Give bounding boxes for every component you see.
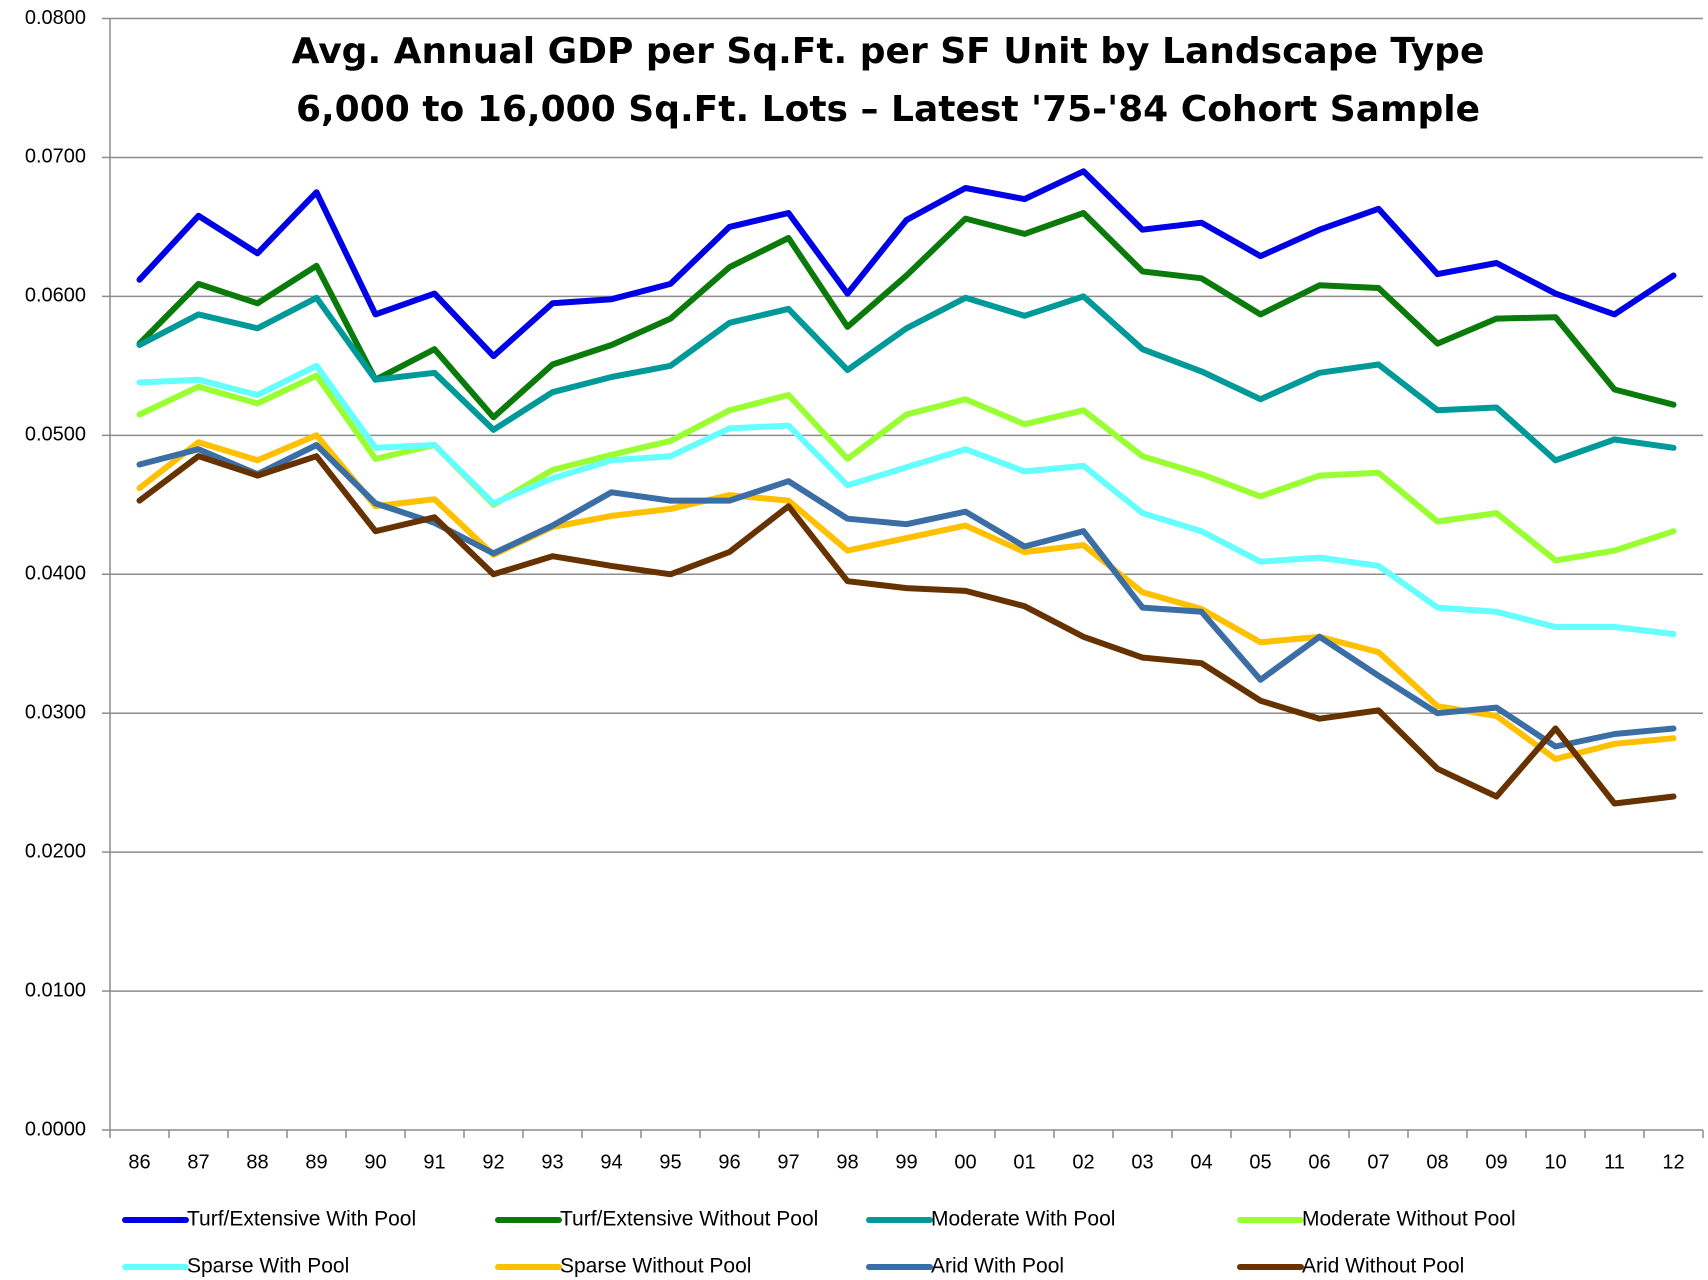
x-tick-label: 09 (1485, 1151, 1507, 1173)
legend-label: Moderate With Pool (931, 1208, 1115, 1231)
y-tick-label: 0.0400 (25, 563, 86, 585)
x-tick-label: 05 (1249, 1151, 1271, 1173)
x-tick-label: 03 (1131, 1151, 1153, 1173)
legend-label: Moderate Without Pool (1302, 1208, 1516, 1231)
legend-label: Sparse Without Pool (560, 1255, 751, 1278)
y-tick-label: 0.0800 (25, 7, 86, 29)
x-tick-label: 02 (1072, 1151, 1094, 1173)
x-tick-label: 04 (1190, 1151, 1212, 1173)
series-line (136, 293, 1677, 464)
y-tick-label: 0.0600 (25, 285, 86, 307)
y-tick-label: 0.0200 (25, 840, 86, 862)
series-line (136, 432, 1677, 762)
x-tick-label: 99 (895, 1151, 917, 1173)
x-tick-label: 92 (482, 1151, 504, 1173)
x-tick-label: 94 (600, 1151, 622, 1173)
y-tick-label: 0.0700 (25, 146, 86, 168)
x-tick-label: 95 (659, 1151, 681, 1173)
x-tick-label: 91 (423, 1151, 445, 1173)
series-line (136, 168, 1677, 360)
x-tick-label: 01 (1013, 1151, 1035, 1173)
x-tick-label: 89 (305, 1151, 327, 1173)
chart-subtitle: 6,000 to 16,000 Sq.Ft. Lots – Latest '75… (296, 89, 1480, 130)
chart-title: Avg. Annual GDP per Sq.Ft. per SF Unit b… (292, 31, 1485, 72)
y-tick-label: 0.0100 (25, 979, 86, 1001)
x-tick-label: 10 (1544, 1151, 1566, 1173)
series-line (136, 372, 1677, 564)
x-tick-label: 00 (954, 1151, 976, 1173)
x-tick-label: 06 (1308, 1151, 1330, 1173)
x-tick-label: 90 (364, 1151, 386, 1173)
legend-label: Arid With Pool (931, 1255, 1064, 1278)
x-tick-label: 86 (128, 1151, 150, 1173)
series-line (136, 453, 1677, 807)
y-tick-label: 0.0300 (25, 701, 86, 723)
x-tick-label: 88 (246, 1151, 268, 1173)
y-tick-label: 0.0500 (25, 424, 86, 446)
x-tick-label: 93 (541, 1151, 563, 1173)
x-tick-label: 96 (718, 1151, 740, 1173)
x-tick-label: 12 (1662, 1151, 1684, 1173)
legend-label: Sparse With Pool (187, 1255, 349, 1278)
x-tick-label: 97 (777, 1151, 799, 1173)
series-line (136, 442, 1677, 750)
x-tick-label: 87 (187, 1151, 209, 1173)
x-tick-label: 08 (1426, 1151, 1448, 1173)
x-tick-label: 98 (836, 1151, 858, 1173)
legend-label: Turf/Extensive Without Pool (560, 1208, 818, 1231)
series-line (136, 210, 1677, 421)
x-tick-label: 11 (1604, 1151, 1625, 1173)
series-line (136, 362, 1677, 637)
x-tick-label: 07 (1367, 1151, 1389, 1173)
y-tick-label: 0.0000 (25, 1118, 86, 1140)
legend-label: Arid Without Pool (1302, 1255, 1464, 1278)
legend-label: Turf/Extensive With Pool (187, 1208, 416, 1231)
